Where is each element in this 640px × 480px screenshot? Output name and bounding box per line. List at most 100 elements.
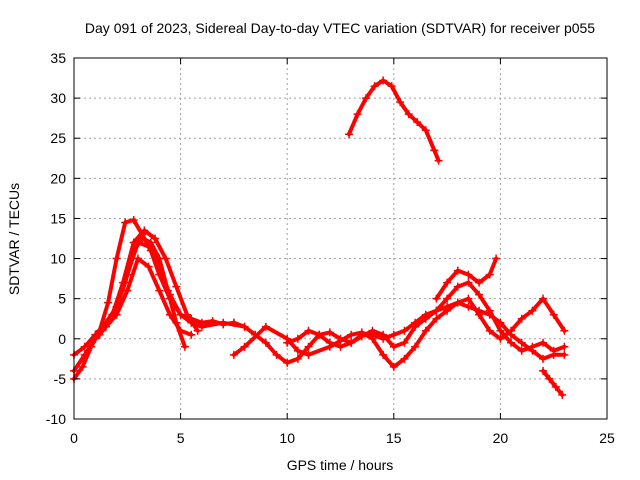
y-tick-label: 5 (58, 291, 66, 307)
y-tick-label: 15 (50, 210, 66, 226)
data-point (389, 342, 398, 351)
data-point (219, 318, 228, 327)
data-point (485, 326, 494, 335)
data-point (121, 278, 130, 287)
y-tick-label: 30 (50, 90, 66, 106)
data-point (560, 326, 569, 335)
data-point (453, 266, 462, 275)
series-line (231, 280, 567, 365)
chart-title: Day 091 of 2023, Sidereal Day-to-day VTE… (85, 20, 595, 36)
data-point (368, 330, 377, 339)
series-line (97, 236, 187, 349)
data-point (539, 294, 548, 303)
data-point (129, 238, 138, 247)
data-point (121, 218, 130, 227)
data-point (304, 350, 313, 359)
data-point (229, 350, 238, 359)
data-point (155, 254, 164, 263)
data-point (283, 338, 292, 347)
data-point (432, 306, 441, 315)
data-point (112, 254, 121, 263)
data-point (558, 390, 567, 399)
data-point (413, 118, 422, 127)
x-tick-label: 25 (599, 430, 615, 446)
series-line (72, 218, 236, 381)
data-point (95, 330, 104, 339)
data-point (545, 374, 554, 383)
data-point (496, 334, 505, 343)
data-point (421, 310, 430, 319)
data-point (362, 94, 371, 103)
data-point (496, 318, 505, 327)
y-tick-label: -10 (46, 411, 66, 427)
data-point (379, 350, 388, 359)
data-point (197, 322, 206, 331)
data-point (539, 366, 548, 375)
data-point (400, 338, 409, 347)
data-point (517, 314, 526, 323)
data-point (304, 342, 313, 351)
data-point (539, 354, 548, 363)
data-point (464, 270, 473, 279)
data-point (443, 278, 452, 287)
data-point (163, 286, 172, 295)
x-tick-label: 15 (386, 430, 402, 446)
data-point (430, 146, 439, 155)
data-point (560, 350, 569, 359)
data-point (517, 338, 526, 347)
data-point (261, 322, 270, 331)
data-point (347, 330, 356, 339)
data-point (315, 330, 324, 339)
data-point (539, 338, 548, 347)
data-point (187, 330, 196, 339)
data-point (432, 314, 441, 323)
data-point (528, 306, 537, 315)
data-point (443, 302, 452, 311)
data-point (104, 298, 113, 307)
y-tick-label: 25 (50, 130, 66, 146)
data-point (379, 76, 388, 85)
data-point (389, 330, 398, 339)
data-point (146, 238, 155, 247)
data-point (261, 338, 270, 347)
data-point (400, 326, 409, 335)
x-tick-label: 20 (493, 430, 509, 446)
data-point (432, 294, 441, 303)
series-track-8 (283, 298, 569, 363)
plot-frame (73, 57, 608, 420)
data-point (496, 326, 505, 335)
data-point (421, 126, 430, 135)
data-point (453, 282, 462, 291)
data-point (293, 354, 302, 363)
data-point (475, 278, 484, 287)
data-point (475, 306, 484, 315)
data-point (379, 334, 388, 343)
data-point (345, 130, 354, 139)
data-point (172, 318, 181, 327)
data-point (293, 334, 302, 343)
data-point (293, 346, 302, 355)
data-point (133, 254, 142, 263)
data-point (129, 246, 138, 255)
data-point (112, 302, 121, 311)
data-point (80, 350, 89, 359)
data-point (434, 156, 443, 165)
data-point (155, 286, 164, 295)
data-point (325, 338, 334, 347)
y-axis-label: SDTVAR / TECUs (6, 183, 22, 295)
data-point (283, 358, 292, 367)
data-point (421, 326, 430, 335)
data-point (353, 110, 362, 119)
data-point (507, 330, 516, 339)
data-point (80, 342, 89, 351)
y-tick-label: 35 (50, 50, 66, 66)
data-point (551, 382, 560, 391)
series-track-5 (95, 234, 189, 351)
data-point (443, 294, 452, 303)
data-point (370, 82, 379, 91)
series-line (541, 368, 565, 397)
data-point (396, 98, 405, 107)
data-point (411, 318, 420, 327)
data-point (453, 298, 462, 307)
data-point (180, 342, 189, 351)
